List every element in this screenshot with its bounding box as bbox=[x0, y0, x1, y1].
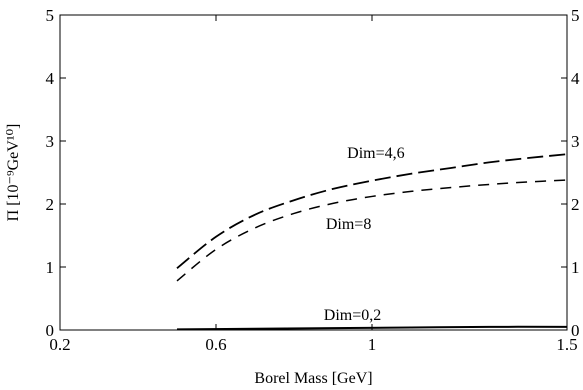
x-tick-label: 1.5 bbox=[556, 335, 577, 354]
annotation-layer: Dim=4,6 Dim=8 Dim=0,2 bbox=[324, 145, 405, 324]
y-tick-label-right: 0 bbox=[571, 321, 580, 340]
y-tick-label: 0 bbox=[46, 321, 55, 340]
y-tick-label-right: 3 bbox=[571, 132, 580, 151]
plot-frame bbox=[59, 14, 568, 331]
y-tick-label-right: 2 bbox=[571, 195, 580, 214]
series-line bbox=[176, 153, 568, 269]
y-tick-label: 5 bbox=[46, 6, 55, 25]
series-layer bbox=[176, 153, 568, 331]
series-annotation: Dim=4,6 bbox=[347, 145, 404, 162]
axis-ticks: 0.2 0.6 1 1.50 01 12 23 34 45 5 bbox=[46, 6, 581, 354]
y-tick-label-right: 1 bbox=[571, 258, 580, 277]
series-line bbox=[176, 179, 568, 282]
plot-area bbox=[59, 14, 568, 331]
y-tick-label: 4 bbox=[46, 69, 55, 88]
x-tick-label: 0.6 bbox=[205, 335, 226, 354]
y-axis-title: Π [10⁻⁹GeV¹⁰] bbox=[5, 124, 22, 222]
y-tick-label-right: 5 bbox=[571, 6, 580, 25]
y-tick-label: 3 bbox=[46, 132, 55, 151]
x-tick-label: 1 bbox=[368, 335, 377, 354]
y-tick-label: 2 bbox=[46, 195, 55, 214]
series-line bbox=[176, 325, 568, 331]
series-annotation: Dim=0,2 bbox=[324, 307, 381, 324]
series-annotation: Dim=8 bbox=[326, 216, 371, 233]
y-tick-label: 1 bbox=[46, 258, 55, 277]
y-tick-label-right: 4 bbox=[571, 69, 580, 88]
x-axis-title: Borel Mass [GeV] bbox=[254, 370, 372, 387]
x-tick-label: 0.2 bbox=[49, 335, 70, 354]
